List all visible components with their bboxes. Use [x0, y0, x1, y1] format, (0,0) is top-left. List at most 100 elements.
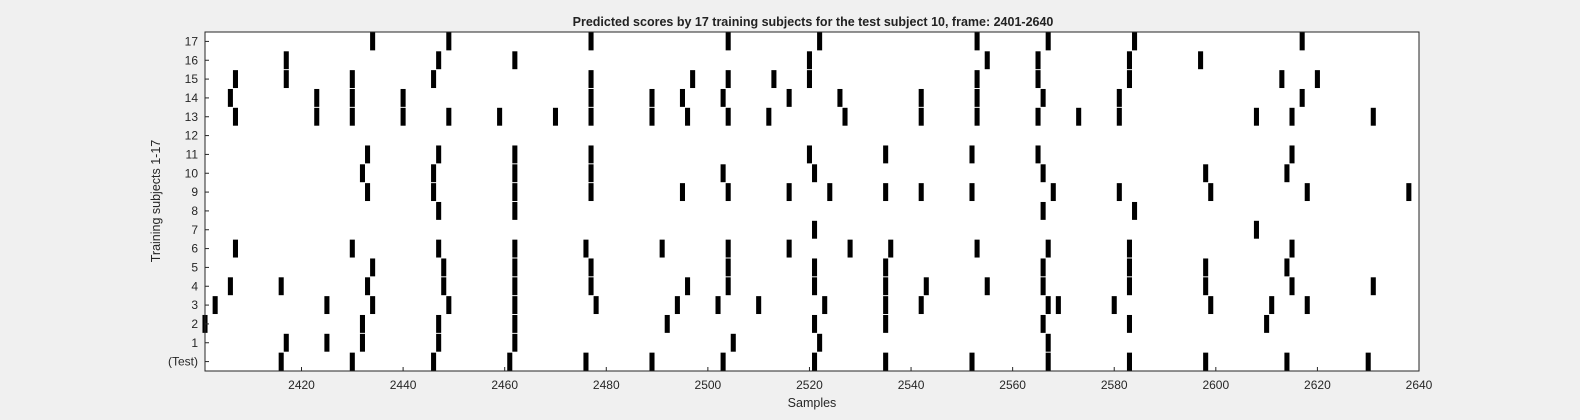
- raster-mark: [436, 201, 442, 220]
- raster-mark: [786, 88, 792, 107]
- raster-mark: [365, 145, 371, 164]
- raster-mark: [1370, 107, 1376, 126]
- raster-mark: [283, 70, 289, 89]
- raster-mark: [1040, 277, 1046, 296]
- raster-mark: [441, 277, 447, 296]
- raster-mark: [685, 277, 691, 296]
- raster-mark: [1126, 314, 1132, 333]
- raster-mark: [1203, 352, 1209, 371]
- raster-mark: [446, 32, 452, 51]
- raster-mark: [725, 183, 731, 202]
- y-tick-label: 9: [191, 185, 198, 199]
- raster-mark: [883, 296, 889, 315]
- raster-mark: [842, 107, 848, 126]
- raster-mark: [283, 51, 289, 70]
- raster-mark: [883, 258, 889, 277]
- raster-mark: [512, 164, 518, 183]
- raster-mark: [278, 352, 284, 371]
- raster-mark: [923, 277, 929, 296]
- y-tick-label: 16: [185, 53, 199, 67]
- raster-mark: [883, 314, 889, 333]
- raster-mark: [588, 107, 594, 126]
- raster-mark: [1045, 239, 1051, 258]
- raster-mark: [431, 183, 437, 202]
- raster-mark: [969, 183, 975, 202]
- raster-mark: [883, 145, 889, 164]
- raster-mark: [725, 107, 731, 126]
- raster-mark: [359, 314, 365, 333]
- raster-mark: [1126, 239, 1132, 258]
- raster-mark: [969, 145, 975, 164]
- raster-mark: [649, 107, 655, 126]
- raster-mark: [817, 32, 823, 51]
- raster-mark: [583, 352, 589, 371]
- raster-mark: [806, 70, 812, 89]
- raster-mark: [512, 239, 518, 258]
- raster-mark: [588, 258, 594, 277]
- raster-mark: [806, 145, 812, 164]
- raster-mark: [918, 88, 924, 107]
- raster-mark: [436, 145, 442, 164]
- raster-mark: [720, 164, 726, 183]
- raster-mark: [349, 88, 355, 107]
- raster-mark: [507, 352, 513, 371]
- raster-mark: [725, 277, 731, 296]
- raster-mark: [283, 333, 289, 352]
- y-tick-label: (Test): [168, 355, 198, 369]
- y-tick-label: 11: [186, 147, 199, 161]
- raster-mark: [588, 88, 594, 107]
- raster-mark: [1076, 107, 1082, 126]
- raster-mark: [974, 32, 980, 51]
- raster-mark: [400, 88, 406, 107]
- raster-mark: [436, 239, 442, 258]
- y-tick-label: 6: [191, 242, 198, 256]
- raster-mark: [918, 107, 924, 126]
- raster-mark: [497, 107, 503, 126]
- raster-mark: [659, 239, 665, 258]
- raster-mark: [720, 88, 726, 107]
- raster-mark: [512, 51, 518, 70]
- chart-title: Predicted scores by 17 training subjects…: [573, 15, 1054, 29]
- raster-mark: [1040, 314, 1046, 333]
- raster-mark: [1365, 352, 1371, 371]
- raster-mark: [725, 32, 731, 51]
- raster-mark: [1304, 296, 1310, 315]
- raster-mark: [1045, 296, 1051, 315]
- raster-mark: [436, 333, 442, 352]
- x-tick-label: 2420: [288, 378, 315, 392]
- x-axis-ticks: 2420 2440 2460 2480 2500 2520 2540 2560 2580 2600…: [288, 367, 1433, 392]
- raster-mark: [1208, 183, 1214, 202]
- y-tick-label: 1: [191, 336, 198, 350]
- raster-mark: [1045, 352, 1051, 371]
- raster-mark: [1284, 164, 1290, 183]
- raster-mark: [974, 107, 980, 126]
- raster-mark: [370, 296, 376, 315]
- raster-mark: [446, 107, 452, 126]
- raster-mark: [837, 88, 843, 107]
- raster-mark: [278, 277, 284, 296]
- y-tick-label: 3: [191, 298, 198, 312]
- raster-mark: [588, 32, 594, 51]
- raster-mark: [324, 296, 330, 315]
- raster-mark: [1111, 296, 1117, 315]
- raster-mark: [1299, 32, 1305, 51]
- x-tick-label: 2580: [1101, 378, 1128, 392]
- raster-mark: [436, 51, 442, 70]
- raster-mark: [649, 88, 655, 107]
- raster-mark: [512, 314, 518, 333]
- raster-mark: [817, 333, 823, 352]
- raster-mark: [431, 352, 437, 371]
- raster-mark: [1126, 70, 1132, 89]
- raster-mark: [1035, 145, 1041, 164]
- raster-mark: [883, 277, 889, 296]
- raster-mark: [446, 296, 452, 315]
- y-tick-label: 4: [191, 279, 198, 293]
- raster-mark: [1040, 88, 1046, 107]
- raster-mark: [766, 107, 772, 126]
- raster-mark: [512, 258, 518, 277]
- raster-mark: [1126, 258, 1132, 277]
- raster-mark: [786, 239, 792, 258]
- raster-mark: [232, 239, 239, 258]
- raster-mark: [664, 314, 670, 333]
